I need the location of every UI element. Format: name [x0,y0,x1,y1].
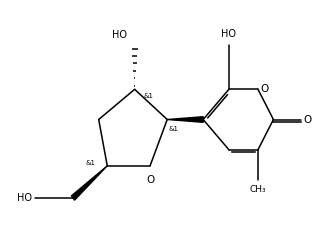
Text: HO: HO [221,29,236,39]
Text: &1: &1 [86,160,96,166]
Text: O: O [146,175,154,185]
Polygon shape [167,117,203,122]
Text: HO: HO [17,193,32,203]
Text: HO: HO [112,30,127,40]
Text: O: O [261,84,269,94]
Text: &1: &1 [169,125,179,132]
Text: O: O [304,114,312,125]
Text: &1: &1 [143,93,153,99]
Polygon shape [71,166,107,200]
Text: CH₃: CH₃ [250,185,266,194]
